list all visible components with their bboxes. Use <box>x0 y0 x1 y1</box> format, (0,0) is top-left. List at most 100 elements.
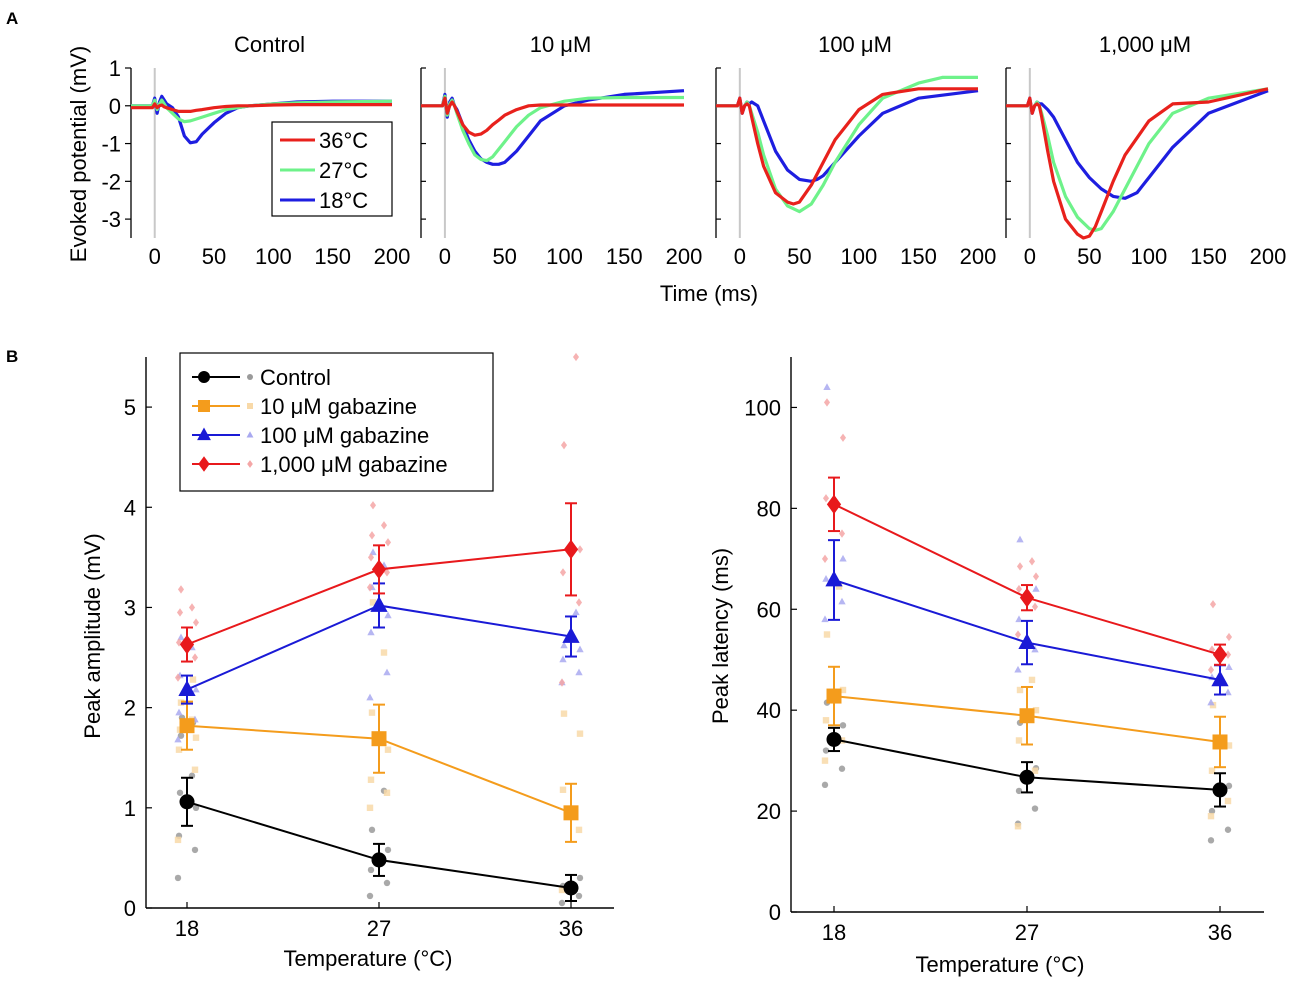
legend-raw-marker-10-m-gabazine <box>247 403 253 409</box>
panel-a-subplot-3: 100 μM 0 50 100 150 200 <box>715 32 996 269</box>
raw-point-control <box>1207 837 1215 844</box>
raw-point-control <box>838 765 846 772</box>
raw-point-100-m-gabazine <box>1032 585 1040 592</box>
raw-point-1-000-m-gabazine <box>576 545 584 554</box>
raw-point-1-000-m-gabazine <box>839 433 847 442</box>
mean-marker-10-m-gabazine <box>563 805 579 821</box>
mean-marker-1-000-m-gabazine <box>563 539 579 560</box>
raw-point-control <box>1224 826 1232 833</box>
y-tick-label: 1 <box>109 56 121 81</box>
mean-marker-100-m-gabazine <box>1018 633 1036 649</box>
panel-b-latency-chart: 0 20 40 60 80 100 18 27 36 <box>744 357 1264 945</box>
raw-point-100-m-gabazine <box>384 611 392 619</box>
raw-point-control <box>1015 787 1023 795</box>
raw-point-10-m-gabazine <box>1224 797 1232 805</box>
panel-b-amplitude-chart: 0 1 2 3 4 5 18 27 36 <box>124 352 614 941</box>
mean-marker-10-m-gabazine <box>371 731 387 747</box>
raw-point-100-m-gabazine <box>839 554 847 562</box>
legend-label-1000um: 1,000 μM gabazine <box>260 452 448 477</box>
mean-marker-control <box>179 794 195 810</box>
x-tick-label: 0 <box>149 244 161 269</box>
panel-b-latency-ylabel: Peak latency (ms) <box>708 548 733 724</box>
subplot-title: Control <box>234 32 305 57</box>
raw-point-1-000-m-gabazine <box>1207 665 1215 674</box>
raw-point-10-m-gabazine <box>1031 767 1039 774</box>
panel-a-label: A <box>6 9 18 28</box>
raw-point-10-m-gabazine <box>823 631 831 638</box>
x-tick-label: 150 <box>1190 244 1227 269</box>
raw-point-10-m-gabazine <box>383 789 391 796</box>
raw-point-100-m-gabazine <box>575 668 583 676</box>
raw-point-1-000-m-gabazine <box>1031 602 1039 611</box>
raw-point-1-000-m-gabazine <box>192 618 200 627</box>
raw-point-control <box>822 747 830 754</box>
raw-point-control <box>821 781 829 789</box>
raw-point-10-m-gabazine <box>1208 767 1216 774</box>
x-tick-label: 100 <box>255 244 292 269</box>
raw-point-100-m-gabazine <box>1016 535 1024 543</box>
raw-point-10-m-gabazine <box>1207 812 1215 820</box>
raw-point-100-m-gabazine <box>560 641 568 649</box>
raw-point-1-000-m-gabazine <box>822 494 830 503</box>
legend-label-100um: 100 μM gabazine <box>260 423 429 448</box>
mean-marker-100-m-gabazine <box>562 627 580 643</box>
y-tick-label: 2 <box>124 696 136 721</box>
raw-point-10-m-gabazine <box>368 709 376 716</box>
raw-point-100-m-gabazine <box>1031 645 1039 653</box>
raw-point-1-000-m-gabazine <box>560 441 568 450</box>
x-tick-label: 50 <box>202 244 226 269</box>
panel-a-ylabel: Evoked potential (mV) <box>66 46 91 262</box>
raw-point-1-000-m-gabazine <box>559 568 567 577</box>
mean-marker-10-m-gabazine <box>1212 734 1228 750</box>
y-tick-label: 40 <box>757 698 781 723</box>
raw-point-10-m-gabazine <box>174 836 182 844</box>
panel-a-legend: 36°C 27°C 18°C <box>271 121 393 217</box>
raw-point-10-m-gabazine <box>1028 676 1036 684</box>
y-tick-label: 0 <box>109 94 121 119</box>
raw-point-10-m-gabazine <box>839 686 847 694</box>
raw-point-10-m-gabazine <box>380 649 388 656</box>
mean-marker-10-m-gabazine <box>826 688 842 704</box>
y-tick-label: 0 <box>124 896 136 921</box>
raw-point-1-000-m-gabazine <box>838 529 846 538</box>
mean-marker-1-000-m-gabazine <box>826 494 842 515</box>
raw-point-10-m-gabazine <box>560 710 568 717</box>
raw-point-10-m-gabazine <box>1225 742 1233 749</box>
raw-point-10-m-gabazine <box>189 676 197 683</box>
panel-b-amplitude-ylabel: Peak amplitude (mV) <box>80 533 105 738</box>
raw-point-100-m-gabazine <box>177 633 185 641</box>
y-tick-label: -3 <box>101 207 121 232</box>
y-tick-label: 4 <box>124 495 136 520</box>
legend-marker-1-000-m-gabazine <box>198 456 210 472</box>
raw-point-1-000-m-gabazine <box>188 603 196 612</box>
raw-point-1-000-m-gabazine <box>823 398 831 407</box>
mean-marker-1-000-m-gabazine <box>1212 644 1228 665</box>
x-tick-label: 150 <box>606 244 643 269</box>
x-tick-label: 150 <box>900 244 937 269</box>
raw-point-10-m-gabazine <box>384 746 392 753</box>
raw-point-10-m-gabazine <box>821 757 829 764</box>
mean-marker-1-000-m-gabazine <box>1019 587 1035 608</box>
subplot-title: 100 μM <box>818 32 892 57</box>
x-tick-label: 18 <box>175 916 199 941</box>
y-tick-label: 1 <box>124 796 136 821</box>
raw-point-10-m-gabazine <box>175 746 183 753</box>
raw-point-1-000-m-gabazine <box>1032 572 1040 581</box>
raw-point-1-000-m-gabazine <box>1028 557 1036 566</box>
y-tick-label: 80 <box>757 496 781 521</box>
raw-point-control <box>575 892 583 900</box>
raw-point-10-m-gabazine <box>192 734 200 741</box>
x-tick-label: 200 <box>374 244 411 269</box>
raw-point-100-m-gabazine <box>367 628 375 636</box>
y-tick-label: -1 <box>101 132 121 157</box>
y-tick-label: 60 <box>757 597 781 622</box>
raw-point-10-m-gabazine <box>558 886 566 894</box>
mean-marker-control <box>563 880 579 896</box>
y-tick-label: 20 <box>757 799 781 824</box>
raw-point-1-000-m-gabazine <box>366 583 374 592</box>
x-tick-label: 18 <box>822 920 846 945</box>
raw-point-10-m-gabazine <box>835 583 843 590</box>
raw-point-1-000-m-gabazine <box>1014 630 1022 639</box>
raw-point-10-m-gabazine <box>1016 686 1024 694</box>
